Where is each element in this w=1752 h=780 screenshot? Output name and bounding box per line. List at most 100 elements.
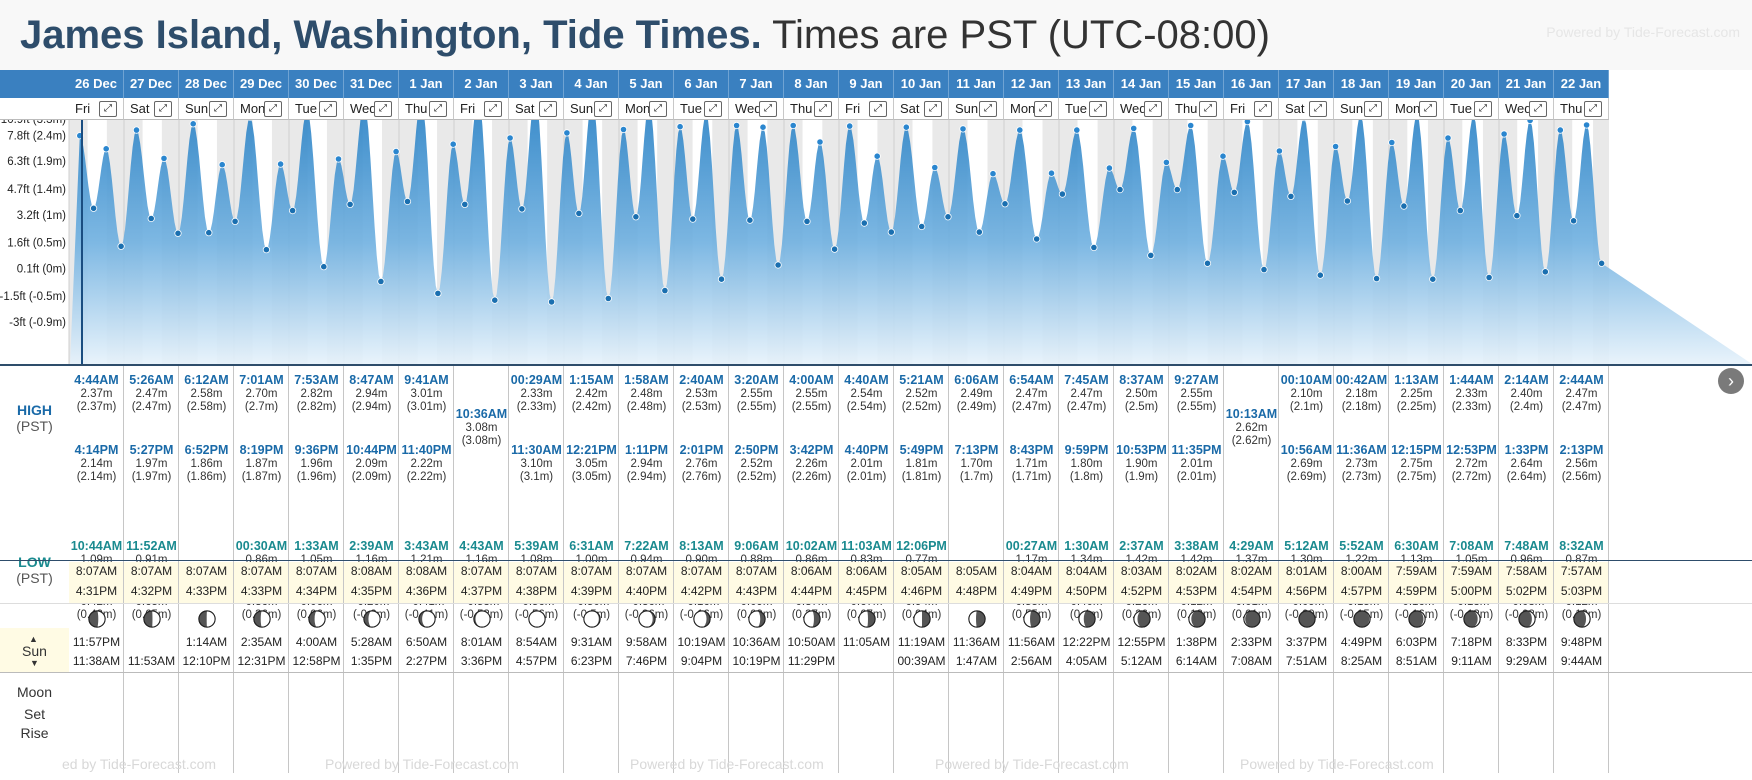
column-divider — [618, 366, 619, 672]
expand-day-icon[interactable]: ⤢ — [539, 101, 557, 117]
moonrise-time: 12:10PM — [182, 654, 231, 668]
expand-day-icon[interactable]: ⤢ — [1254, 101, 1272, 117]
expand-day-icon[interactable]: ⤢ — [99, 101, 117, 117]
expand-day-icon[interactable]: ⤢ — [1584, 101, 1602, 117]
high-tide-height-alt: (2.94m) — [351, 401, 392, 413]
moon-phase-icon — [912, 610, 931, 628]
expand-day-icon[interactable]: ⤢ — [869, 101, 887, 117]
high-tide-entry: 4:40PM 2.01m (2.01m) — [839, 443, 894, 485]
tide-table-border — [0, 560, 1752, 561]
sunrise-time: 8:04AM — [1065, 564, 1108, 578]
high-tide-entry: 10:56AM 2.69m (2.69m) — [1279, 443, 1334, 485]
column-divider — [1498, 366, 1499, 672]
day-name: Wed — [350, 101, 377, 116]
sun-cell — [839, 562, 893, 604]
day-header: Sun ⤢ — [1334, 98, 1389, 120]
high-tide-height: 2.73m — [1345, 457, 1378, 470]
high-tide-height-alt: (3.1m) — [519, 471, 554, 483]
high-tide-height-alt: (2.26m) — [791, 471, 832, 483]
expand-day-icon[interactable]: ⤢ — [979, 101, 997, 117]
expand-day-icon[interactable]: ⤢ — [1309, 101, 1327, 117]
expand-day-icon[interactable]: ⤢ — [704, 101, 722, 117]
high-tide-height: 2.64m — [1510, 457, 1543, 470]
date-header: 14 Jan — [1114, 70, 1169, 98]
day-header: Wed ⤢ — [1499, 98, 1554, 120]
day-name: Tue — [1065, 101, 1087, 116]
expand-day-icon[interactable]: ⤢ — [649, 101, 667, 117]
y-axis-label: 7.8ft (2.4m) — [7, 130, 66, 142]
expand-day-icon[interactable]: ⤢ — [1529, 101, 1547, 117]
high-tide-height-alt: (2.62m) — [1231, 435, 1272, 447]
moonrise-time: 6:14AM — [1175, 654, 1218, 668]
moon-phase-cell — [619, 608, 674, 630]
high-tide-entry: 8:37AM 2.50m (2.5m) — [1114, 373, 1169, 415]
expand-day-icon[interactable]: ⤢ — [1419, 101, 1437, 117]
sunset-time: 4:44PM — [790, 584, 833, 598]
sunrise-time: 8:07AM — [240, 564, 283, 578]
scroll-right-button[interactable]: › — [1718, 368, 1744, 394]
day-header: Fri ⤢ — [1224, 98, 1279, 120]
low-tide-point — [1429, 275, 1437, 283]
low-tide-point — [90, 204, 98, 212]
day-header: Sun ⤢ — [949, 98, 1004, 120]
date-header: 28 Dec — [179, 70, 234, 98]
high-tide-entry: 10:36AM 3.08m (3.08m) — [454, 407, 509, 449]
moonset-time: 3:37PM — [1285, 635, 1328, 649]
high-tide-time: 7:45AM — [1064, 373, 1109, 387]
expand-day-icon[interactable]: ⤢ — [429, 101, 447, 117]
moon-phase-cell — [949, 608, 1004, 630]
expand-day-icon[interactable]: ⤢ — [1474, 101, 1492, 117]
high-tide-entry: 10:44PM 2.09m (2.09m) — [344, 443, 399, 485]
moon-phase-cell — [564, 608, 619, 630]
sun-cell — [124, 562, 178, 604]
sunrise-time: 8:07AM — [625, 564, 668, 578]
day-column: 1 Jan Thu ⤢ 9:41AM 3.01m (3.01m) 11:40PM 2.22m(… — [399, 70, 454, 780]
column-divider — [728, 673, 729, 773]
low-tide-point — [1343, 197, 1352, 205]
sun-cell — [1279, 562, 1333, 604]
expand-day-icon[interactable]: ⤢ — [1199, 101, 1217, 117]
high-tide-height: 1.86m — [190, 457, 223, 470]
title-bar: James Island, Washington, Tide Times. Ti… — [0, 0, 1752, 70]
expand-day-icon[interactable]: ⤢ — [759, 101, 777, 117]
expand-day-icon[interactable]: ⤢ — [319, 101, 337, 117]
low-tide-time: 3:43AM — [404, 539, 449, 553]
high-tide-point — [334, 155, 343, 163]
location-title: James Island, Washington, Tide Times. — [20, 13, 762, 57]
low-tide-point — [575, 209, 583, 218]
high-tide-height: 2.52m — [740, 457, 773, 470]
moonrise-time: 7:08AM — [1230, 654, 1273, 668]
moonrise-time: 11:29PM — [787, 654, 836, 668]
moonset-time: 11:57PM — [72, 635, 121, 649]
high-tide-entry: 6:12AM 2.58m (2.58m) — [179, 373, 234, 415]
low-tide-point — [461, 200, 469, 209]
high-tide-time: 4:44AM — [74, 373, 119, 387]
expand-day-icon[interactable]: ⤢ — [924, 101, 942, 117]
expand-day-icon[interactable]: ⤢ — [594, 101, 612, 117]
day-name: Tue — [295, 101, 317, 116]
date-header: 20 Jan — [1444, 70, 1499, 98]
expand-day-icon[interactable]: ⤢ — [374, 101, 392, 117]
high-tide-time: 00:10AM — [1280, 373, 1333, 387]
day-name: Mon — [625, 101, 651, 116]
expand-day-icon[interactable]: ⤢ — [154, 101, 172, 117]
expand-day-icon[interactable]: ⤢ — [1034, 101, 1052, 117]
expand-day-icon[interactable]: ⤢ — [814, 101, 832, 117]
sunrise-time: 8:07AM — [460, 564, 503, 578]
expand-day-icon[interactable]: ⤢ — [1144, 101, 1162, 117]
moonset-time: 1:38PM — [1175, 635, 1218, 649]
moonset-time: 6:03PM — [1395, 635, 1438, 649]
expand-day-icon[interactable]: ⤢ — [1089, 101, 1107, 117]
high-tide-time: 2:14AM — [1504, 373, 1549, 387]
date-header: 30 Dec — [289, 70, 344, 98]
expand-day-icon[interactable]: ⤢ — [1364, 101, 1382, 117]
moon-phase-icon — [1517, 610, 1536, 628]
expand-day-icon[interactable]: ⤢ — [264, 101, 282, 117]
expand-day-icon[interactable]: ⤢ — [209, 101, 227, 117]
sunset-time: 4:48PM — [955, 584, 998, 598]
expand-day-icon[interactable]: ⤢ — [484, 101, 502, 117]
high-tide-height: 2.47m — [1565, 387, 1598, 400]
moon-phase-icon — [1572, 610, 1591, 628]
high-tide-point — [1187, 121, 1195, 130]
sunset-time: 4:42PM — [680, 584, 723, 598]
